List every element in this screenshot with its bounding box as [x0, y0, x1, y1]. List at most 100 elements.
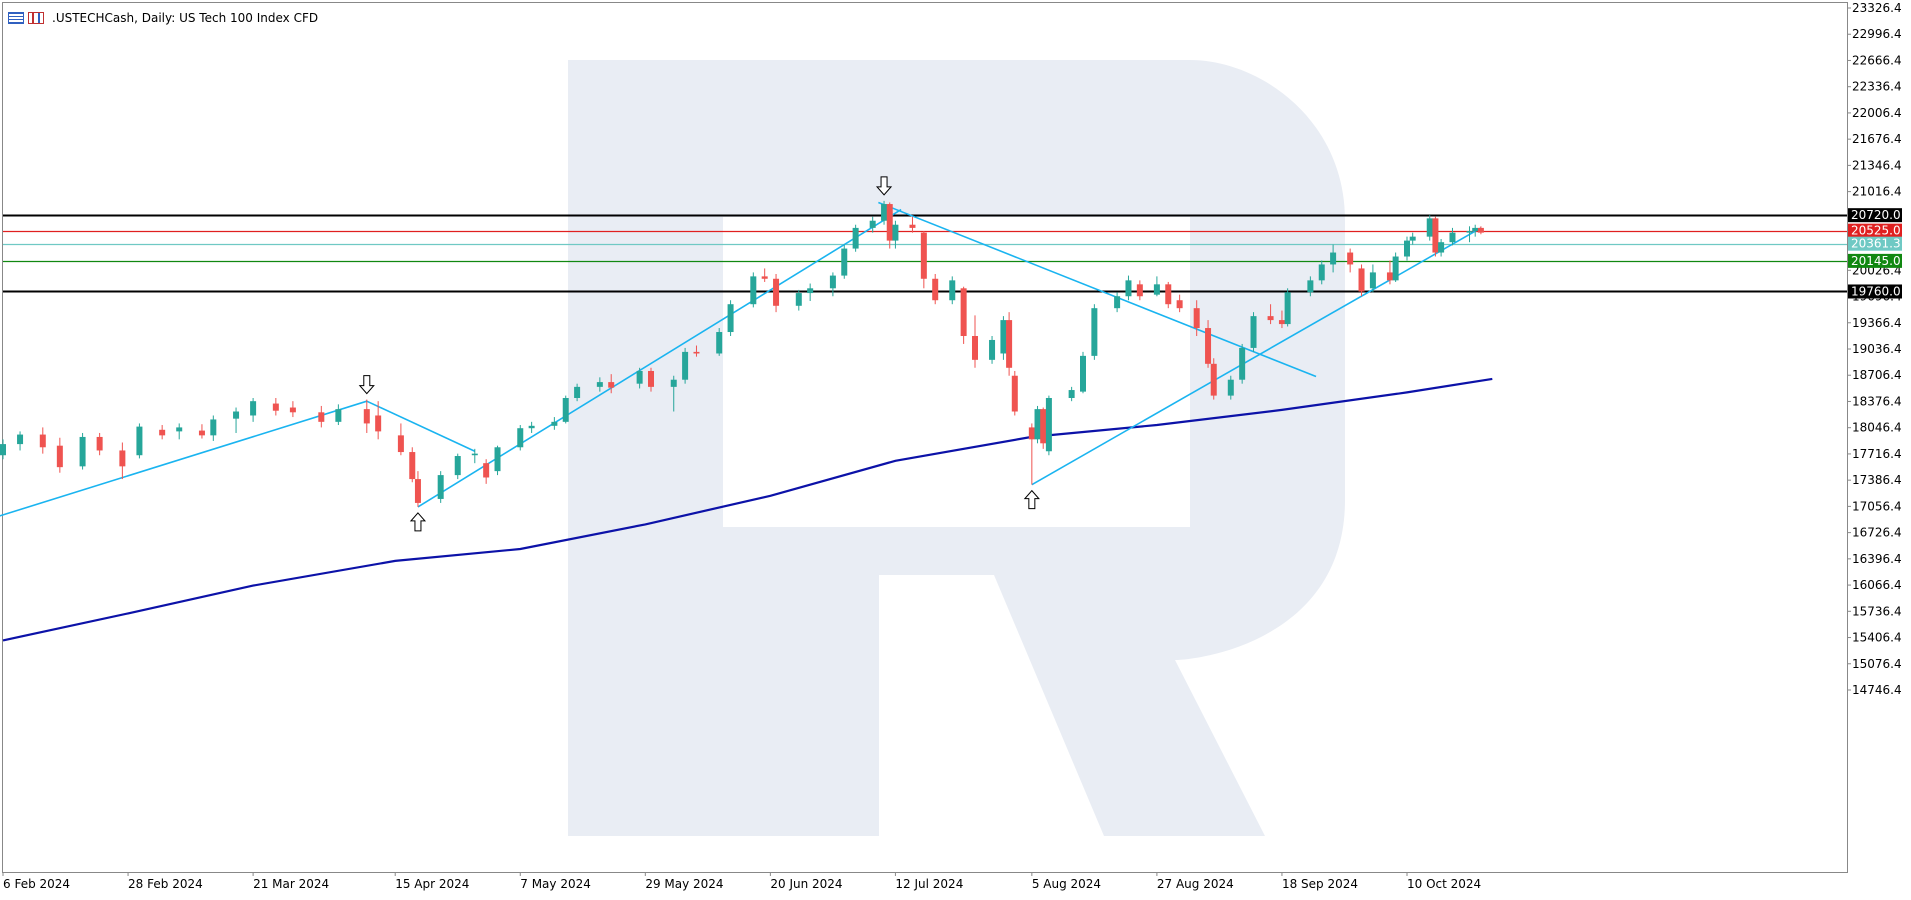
- candle: [886, 202, 893, 249]
- candle: [972, 315, 978, 368]
- x-tick-label: 6 Feb 2024: [3, 877, 70, 891]
- candle-body: [39, 434, 46, 448]
- candle-body: [1000, 320, 1007, 354]
- candle-body: [1068, 390, 1075, 398]
- candle-body: [335, 409, 342, 422]
- y-tick-label: 16396.4: [1852, 552, 1902, 566]
- candle-body: [1449, 232, 1456, 243]
- candle: [829, 272, 836, 297]
- y-tick-label: 15736.4: [1852, 604, 1902, 618]
- y-tick-label: 17716.4: [1852, 447, 1902, 461]
- candle: [1034, 405, 1041, 444]
- candle-body: [198, 430, 205, 436]
- candle-body: [1125, 280, 1132, 297]
- candle-body: [56, 445, 63, 468]
- candle: [949, 276, 956, 305]
- candle-body: [551, 421, 558, 426]
- candle-body: [727, 304, 734, 333]
- level-price-label: 20145.0: [1848, 253, 1902, 268]
- candle: [682, 347, 689, 384]
- bar-chart-icon[interactable]: [8, 12, 24, 24]
- candle-body: [574, 386, 581, 398]
- candle-body: [437, 475, 444, 499]
- candle-body: [471, 453, 478, 456]
- candle-body: [1369, 272, 1376, 289]
- candle: [909, 216, 916, 233]
- trendline: [0, 400, 368, 517]
- candle-body: [0, 444, 6, 456]
- candle-body: [483, 463, 490, 478]
- candle-body: [136, 426, 143, 456]
- y-tick-label: 16066.4: [1852, 578, 1902, 592]
- y-axis: 23326.4 22996.4 22666.4 22336.4 22006.4 21676…: [1847, 1, 1902, 872]
- candle: [1278, 310, 1285, 329]
- candle-body: [397, 435, 404, 453]
- candle-body: [841, 248, 848, 276]
- candle: [1449, 227, 1456, 246]
- y-tick-label: 17386.4: [1852, 473, 1902, 487]
- candle: [1267, 304, 1274, 325]
- x-tick-label: 10 Oct 2024: [1407, 877, 1481, 891]
- candle: [750, 272, 757, 308]
- candle-body: [1205, 328, 1212, 364]
- candle-body: [932, 278, 939, 301]
- candle: [198, 424, 205, 439]
- candle-body: [829, 275, 836, 289]
- candle: [1068, 386, 1075, 402]
- down-arrow-icon: [358, 375, 375, 395]
- y-tick-label: 22996.4: [1852, 27, 1902, 41]
- y-tick-label: 19036.4: [1852, 342, 1902, 356]
- candle: [1114, 292, 1121, 313]
- candle: [119, 442, 126, 480]
- candle-body: [517, 428, 524, 448]
- candle-body: [648, 370, 654, 387]
- level-label-bg: [1848, 223, 1902, 238]
- trendlines: [0, 201, 1482, 517]
- candlestick-icon[interactable]: [28, 12, 44, 24]
- candle-body: [119, 450, 126, 467]
- candle-body: [960, 288, 967, 336]
- candle: [96, 432, 103, 456]
- candle-body: [1278, 320, 1285, 325]
- candle-body: [210, 419, 217, 436]
- y-tick-label: 19366.4: [1852, 316, 1902, 330]
- candle: [250, 397, 257, 422]
- candle-body: [409, 452, 416, 480]
- candle: [1091, 304, 1098, 360]
- y-tick-label: 18376.4: [1852, 394, 1902, 408]
- candle: [409, 447, 416, 483]
- candle-body: [869, 220, 876, 228]
- x-tick-label: 5 Aug 2024: [1032, 877, 1101, 891]
- candle: [596, 377, 603, 392]
- candle-body: [1432, 218, 1439, 253]
- y-tick-label: 22336.4: [1852, 80, 1902, 94]
- candle-body: [886, 204, 893, 241]
- candle: [807, 283, 814, 302]
- candle: [437, 471, 444, 503]
- candle: [528, 421, 535, 433]
- y-tick-label: 18046.4: [1852, 421, 1902, 435]
- candle: [574, 383, 581, 402]
- x-tick-label: 21 Mar 2024: [253, 877, 329, 891]
- candle-body: [1153, 284, 1160, 295]
- x-tick-label: 28 Feb 2024: [128, 877, 203, 891]
- candle-body: [289, 407, 296, 413]
- candle-body: [159, 429, 166, 436]
- candle-body: [807, 288, 814, 294]
- candle-body: [1392, 256, 1399, 281]
- candle: [1176, 294, 1183, 313]
- candle: [1045, 395, 1052, 456]
- candle-body: [1227, 379, 1234, 396]
- candle: [892, 220, 899, 249]
- y-tick-label: 15406.4: [1852, 631, 1902, 645]
- candle-body: [761, 276, 768, 279]
- candle-body: [670, 379, 677, 387]
- down-arrow-icon: [875, 176, 893, 196]
- candle-body: [1165, 284, 1172, 305]
- candle: [1358, 264, 1365, 297]
- trendline: [1031, 227, 1482, 486]
- candle-body: [881, 204, 888, 221]
- candle-body: [1091, 308, 1098, 356]
- candle-body: [1438, 242, 1445, 253]
